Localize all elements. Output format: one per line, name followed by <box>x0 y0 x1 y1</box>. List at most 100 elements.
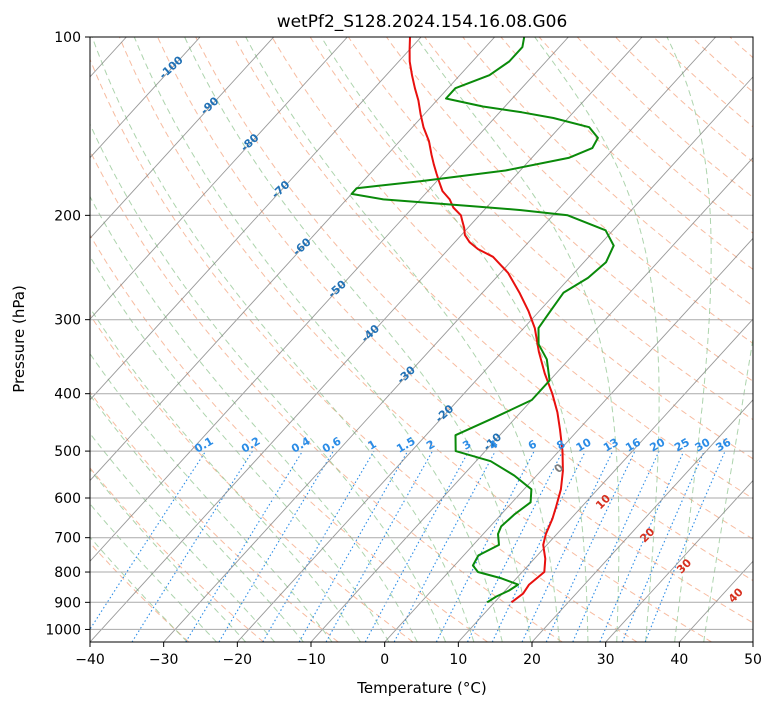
moist-adiabat-line <box>133 37 503 642</box>
mixing-ratio-line <box>90 450 207 631</box>
y-tick-label: 1000 <box>45 622 81 638</box>
moist-adiabat-line <box>666 37 712 642</box>
x-tick-label: 0 <box>380 652 389 668</box>
dry-adiabat-line <box>157 37 753 624</box>
dry-adiabat-line <box>691 37 753 93</box>
x-tick-label: −30 <box>149 652 179 668</box>
x-tick-label: −20 <box>223 652 253 668</box>
dry-adiabat-line <box>576 37 753 198</box>
mixing-ratio-line <box>545 450 636 642</box>
dry-adiabat-line <box>90 391 339 642</box>
mixing-ratio-label: 2 <box>424 438 437 453</box>
mixing-ratio-line <box>572 450 660 642</box>
y-tick-label: 100 <box>54 30 81 46</box>
mixing-ratio-line <box>599 450 685 642</box>
moist-adiabat-line <box>320 37 589 642</box>
mixing-ratio-label: 20 <box>647 435 667 454</box>
mixing-ratio-line <box>131 450 254 642</box>
mixing-ratio-line <box>491 450 586 642</box>
mixing-ratio-label: 0.6 <box>320 434 344 455</box>
y-tick-label: 400 <box>54 387 81 403</box>
mixing-ratio-label: 0.1 <box>192 435 215 456</box>
mixing-ratio-label: 8 <box>554 438 567 453</box>
x-tick-label: 40 <box>670 652 688 668</box>
mixing-ratio-line <box>262 450 375 642</box>
moist-adiabat-line <box>90 307 362 642</box>
plot-frame <box>89 36 754 643</box>
mixing-ratio-line <box>364 450 470 642</box>
dry-adiabat-line <box>615 37 753 163</box>
moist-adiabat-line <box>90 195 418 642</box>
y-tick-label: 600 <box>54 491 81 507</box>
dry-adiabat-line <box>538 37 753 234</box>
temperature-profile-line <box>408 37 564 604</box>
mixing-ratio-label: 0.2 <box>239 435 262 456</box>
moist-adiabat-line <box>91 37 475 642</box>
isotherm-line <box>163 37 717 642</box>
isotherm-line <box>90 37 422 401</box>
adiabat-label: 10 <box>593 492 613 512</box>
y-tick-label: 900 <box>54 595 81 611</box>
dry-adiabat-line <box>386 37 753 382</box>
mixing-ratio-label: 36 <box>713 435 733 454</box>
dewpoint-profile-line <box>350 37 615 604</box>
mixing-ratio-line <box>185 450 304 642</box>
moist-adiabat-line <box>90 123 447 642</box>
mixing-ratio-line <box>467 450 564 642</box>
mixing-ratio-line <box>521 450 614 642</box>
adiabat-label: 0 <box>552 461 567 476</box>
isotherm-line <box>310 156 753 642</box>
series-lines <box>350 37 615 604</box>
dry-adiabat-line <box>233 37 753 540</box>
moist-adiabat-line <box>415 37 620 642</box>
mixing-ratio-label: 30 <box>693 435 713 454</box>
y-tick-label: 800 <box>54 565 81 581</box>
isotherm-line <box>90 37 496 482</box>
dry-adiabat-line <box>729 37 753 59</box>
x-axis-label: Temperature (°C) <box>356 679 486 697</box>
dry-adiabat-line <box>653 37 753 128</box>
moist-adiabat-line <box>90 352 333 642</box>
isotherm-line <box>90 37 643 642</box>
mixing-ratio-label: 0.4 <box>289 434 313 455</box>
moist-adiabat-line <box>703 335 753 642</box>
moist-adiabat-line <box>90 503 217 642</box>
isotherm-line <box>752 641 753 642</box>
moist-adiabat-line <box>90 468 247 642</box>
chart-title: wetPf2_S128.2024.154.16.08.G06 <box>277 12 568 32</box>
mixing-ratio-label: 1 <box>366 438 379 453</box>
dry-adiabat-line <box>90 149 563 642</box>
y-axis: 100 200 300 400 500 600 700 800 900 1000 <box>45 30 90 638</box>
mixing-ratio-line <box>325 450 433 642</box>
isotherm-line <box>605 479 753 642</box>
dry-adiabat-line <box>195 37 753 582</box>
x-tick-label: 30 <box>597 652 615 668</box>
moist-adiabat-line <box>90 394 304 642</box>
isotherm-line <box>90 37 348 320</box>
adiabat-label: 30 <box>674 556 694 576</box>
moist-adiabat-line <box>184 37 532 642</box>
isotherm-line <box>236 76 753 642</box>
x-tick-label: −40 <box>75 652 105 668</box>
isotherm-line <box>90 37 201 159</box>
y-tick-label: 200 <box>54 208 81 224</box>
mixing-ratio-label: 16 <box>623 435 643 454</box>
grid-lines <box>90 37 753 642</box>
dry-adiabat-line <box>90 314 414 642</box>
x-tick-label: 10 <box>449 652 467 668</box>
dry-adiabat-line <box>347 37 753 421</box>
mixing-ratio-label: 25 <box>672 436 692 455</box>
y-tick-label: 500 <box>54 444 81 460</box>
x-tick-label: −10 <box>296 652 326 668</box>
x-tick-label: 20 <box>523 652 541 668</box>
isotherm-line <box>457 318 753 642</box>
mixing-ratio-line <box>621 450 705 642</box>
mixing-ratio-label: 1.5 <box>394 435 417 456</box>
mixing-ratio-line <box>393 450 496 642</box>
dry-adiabat-line <box>500 37 753 270</box>
dry-adiabat-line <box>271 37 753 500</box>
mixing-ratio-label: 13 <box>601 436 621 455</box>
mixing-ratio-label: 10 <box>574 435 594 454</box>
dry-adiabat-line <box>118 37 712 642</box>
